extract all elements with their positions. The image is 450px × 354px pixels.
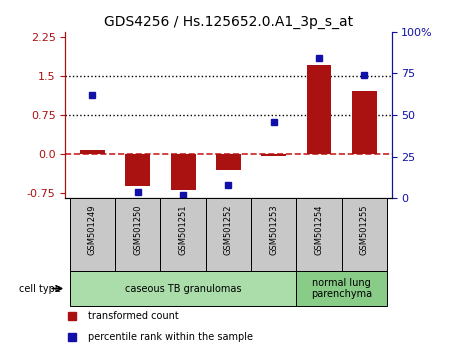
Bar <box>206 198 251 271</box>
Bar <box>80 150 105 154</box>
Bar <box>70 198 115 271</box>
Text: percentile rank within the sample: percentile rank within the sample <box>88 332 253 342</box>
Text: GSM501251: GSM501251 <box>179 204 188 255</box>
Text: transformed count: transformed count <box>88 312 179 321</box>
Text: normal lung
parenchyma: normal lung parenchyma <box>311 278 372 299</box>
Bar <box>160 198 206 271</box>
Bar <box>342 198 387 271</box>
Bar <box>306 65 332 154</box>
Bar <box>171 154 195 190</box>
Bar <box>216 154 241 170</box>
Bar <box>125 154 150 186</box>
Text: caseous TB granulomas: caseous TB granulomas <box>125 284 241 293</box>
Bar <box>297 198 342 271</box>
Text: cell type: cell type <box>19 284 61 293</box>
Text: GSM501254: GSM501254 <box>315 204 324 255</box>
Text: GSM501255: GSM501255 <box>360 204 369 255</box>
Bar <box>251 198 297 271</box>
Title: GDS4256 / Hs.125652.0.A1_3p_s_at: GDS4256 / Hs.125652.0.A1_3p_s_at <box>104 16 353 29</box>
Text: GSM501252: GSM501252 <box>224 204 233 255</box>
Bar <box>261 154 286 156</box>
Text: GSM501253: GSM501253 <box>269 204 278 255</box>
Text: GSM501250: GSM501250 <box>133 204 142 255</box>
Text: GSM501249: GSM501249 <box>88 204 97 255</box>
Bar <box>297 271 387 306</box>
Bar <box>352 91 377 154</box>
Bar <box>115 198 160 271</box>
Bar <box>70 271 297 306</box>
